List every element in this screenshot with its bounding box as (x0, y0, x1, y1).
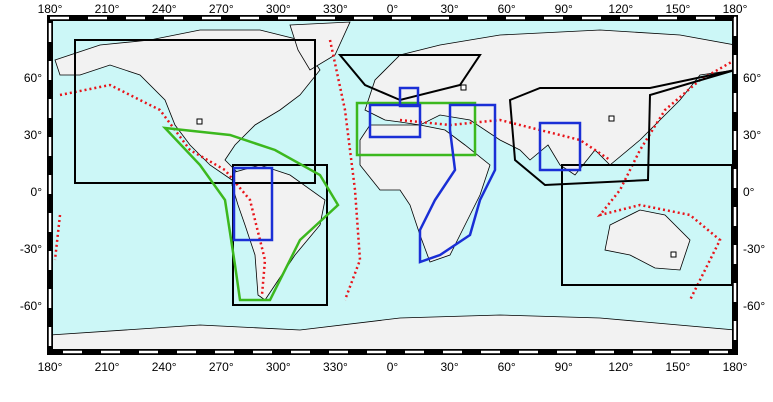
lat-label: 0° (743, 185, 755, 199)
lat-label: 0° (31, 185, 43, 199)
lon-label: 90° (555, 2, 573, 16)
quake-belt (59, 83, 267, 296)
lat-label: -60° (743, 299, 765, 313)
site-marker (670, 251, 677, 258)
greenland (289, 21, 351, 71)
quake-belt (328, 39, 362, 301)
lon-label: 330° (323, 2, 348, 16)
lat-label: -30° (20, 242, 42, 256)
north-america (54, 29, 321, 181)
region-box (508, 69, 736, 187)
region-box (355, 101, 477, 157)
lon-label: 30° (441, 2, 459, 16)
lon-label: 90° (555, 360, 573, 374)
lon-label: 210° (95, 360, 120, 374)
lon-label: 300° (266, 360, 291, 374)
lon-label: 180° (38, 360, 63, 374)
lon-label: 180° (723, 2, 748, 16)
lon-label: 180° (723, 360, 748, 374)
region-box (368, 103, 422, 139)
lon-label: 180° (38, 2, 63, 16)
south-america (231, 164, 326, 301)
lat-label: 30° (24, 128, 42, 142)
site-marker (460, 84, 467, 91)
africa (359, 124, 491, 263)
lon-label: 210° (95, 2, 120, 16)
lat-label: 30° (743, 128, 761, 142)
region-box (337, 54, 482, 102)
quake-belt (596, 58, 736, 301)
region-box (74, 39, 316, 184)
site-marker (608, 115, 615, 122)
lat-label: -60° (20, 299, 42, 313)
lon-label: 150° (666, 360, 691, 374)
lon-label: 30° (441, 360, 459, 374)
lon-label: 60° (498, 2, 516, 16)
lon-label: 300° (266, 2, 291, 16)
seismicity (53, 39, 736, 301)
lon-label: 240° (152, 2, 177, 16)
region-box (418, 103, 497, 264)
lon-label: 330° (323, 360, 348, 374)
region-box (538, 121, 582, 172)
map-frame-ticks (48, 16, 737, 354)
lon-label: 120° (608, 2, 633, 16)
lat-label: 60° (24, 71, 42, 85)
lon-label: 270° (209, 2, 234, 16)
region-box (398, 86, 420, 108)
lon-label: 120° (608, 360, 633, 374)
lon-label: 150° (666, 2, 691, 16)
quake-belt (399, 118, 611, 162)
region-box (232, 166, 274, 242)
site-marker (196, 118, 203, 125)
lat-label: 60° (743, 71, 761, 85)
study-regions (74, 39, 736, 306)
lon-label: 60° (498, 360, 516, 374)
lat-label: -30° (743, 242, 765, 256)
lon-label: 240° (152, 360, 177, 374)
lon-label: 0° (387, 2, 399, 16)
region-box (161, 126, 340, 302)
australia (604, 209, 691, 271)
lon-label: 270° (209, 360, 234, 374)
landmasses (49, 21, 736, 353)
lon-label: 0° (387, 360, 399, 374)
